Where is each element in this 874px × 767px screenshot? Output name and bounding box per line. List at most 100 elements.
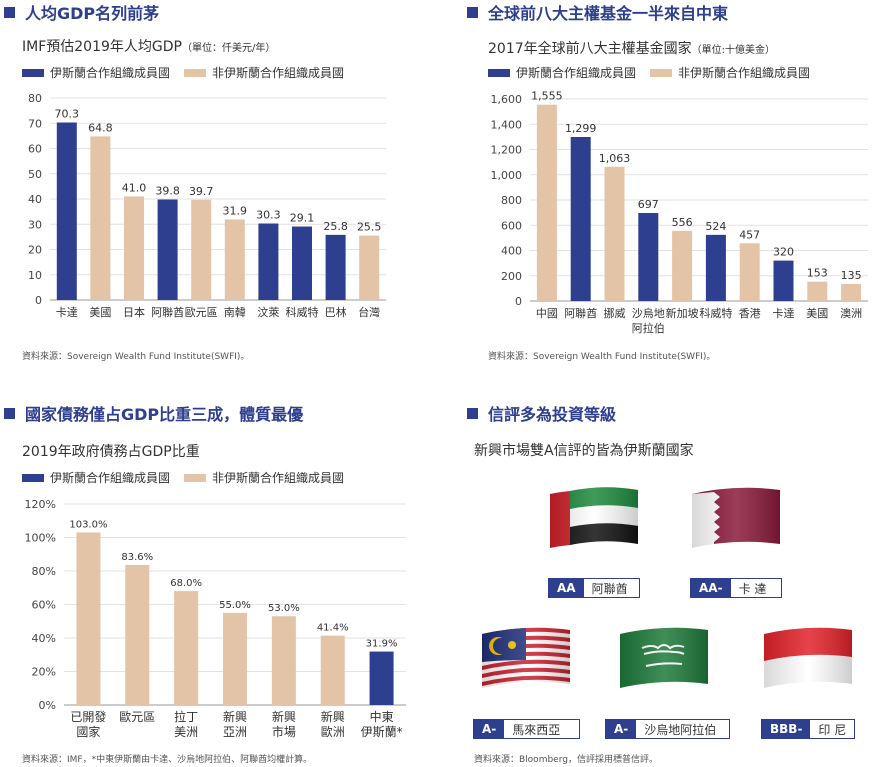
x-tick-label: 伊斯蘭* (361, 725, 403, 739)
x-tick-label: 美國 (806, 307, 828, 320)
bar (369, 651, 394, 705)
x-tick-label: 歐元區 (185, 305, 218, 319)
y-tick-label: 1,200 (491, 144, 523, 157)
data-label: 697 (638, 198, 659, 211)
x-tick-label: 阿聯酋 (564, 306, 597, 320)
x-tick-label: 亞洲 (223, 725, 247, 739)
panel1-subtitle-text: IMF預估2019年人均GDP (22, 39, 182, 55)
x-tick-label: 阿拉伯 (632, 321, 665, 335)
legend-nonmember-swatch (184, 473, 207, 482)
data-label: 25.5 (357, 221, 382, 234)
legend-member-label: 伊斯蘭合作組織成員國 (50, 471, 171, 485)
y-tick-label: 0 (35, 294, 42, 307)
x-tick-label: 汶萊 (257, 305, 279, 319)
x-tick-label: 新興 (223, 709, 247, 724)
panel1-unit: （單位：仟美元/年） (181, 43, 276, 54)
data-label: 53.0% (268, 603, 300, 614)
bar (224, 219, 245, 300)
data-label: 457 (739, 228, 760, 241)
data-label: 39.7 (189, 185, 214, 198)
bar (90, 136, 111, 300)
section-marker-icon (467, 407, 478, 419)
panel2-subtitle-text: 2017年全球前八大主權基金國家 (488, 41, 692, 57)
rating-grade: A- (474, 720, 505, 738)
x-tick-label: 南韓 (224, 306, 246, 319)
y-tick-label: 800 (501, 194, 522, 207)
x-tick-label: 中東 (370, 709, 394, 724)
legend-nonmember-swatch (184, 68, 207, 77)
x-tick-label: 已開發 (70, 709, 106, 724)
data-label: 103.0% (69, 519, 107, 530)
qatar-flag-icon (692, 487, 780, 548)
data-label: 25.8 (323, 220, 348, 233)
bar (841, 283, 862, 301)
x-tick-label: 澳洲 (840, 307, 862, 320)
y-tick-label: 400 (501, 245, 522, 258)
data-label: 39.8 (155, 185, 180, 198)
data-label: 55.0% (219, 600, 251, 611)
y-tick-label: 600 (501, 219, 522, 232)
panel3-title-text: 國家債務僅占GDP比重三成，體質最優 (25, 405, 304, 424)
section-marker-icon (467, 6, 478, 18)
x-tick-label: 新興 (321, 709, 345, 724)
panel1-source: 資料來源：Sovereign Wealth Fund Institute(SWF… (22, 352, 250, 362)
panel2-legend: 伊斯蘭合作組織成員國 非伊斯蘭合作組織成員國 (488, 64, 824, 81)
panel1-title: 人均GDP名列前茅 (4, 0, 159, 24)
y-tick-label: 60% (32, 599, 56, 612)
data-label: 31.9 (223, 204, 248, 217)
rating-grade: AA- (691, 579, 731, 597)
y-tick-label: 100% (25, 532, 56, 545)
panel2-title-text: 全球前八大主權基金一半來自中東 (488, 4, 729, 23)
legend-nonmember-label: 非伊斯蘭合作組織成員國 (212, 471, 345, 485)
y-tick-label: 10 (28, 269, 42, 282)
y-tick-label: 20 (28, 244, 42, 257)
panel2-title: 全球前八大主權基金一半來自中東 (467, 0, 728, 24)
rating-country: 沙烏地阿拉伯 (644, 722, 717, 737)
bar (536, 104, 557, 302)
y-tick-label: 0 (515, 295, 522, 308)
data-label: 29.1 (290, 212, 315, 225)
y-tick-label: 20% (32, 666, 56, 679)
data-label: 1,555 (531, 90, 563, 103)
saudi-flag-icon (620, 627, 708, 688)
x-tick-label: 台灣 (358, 305, 380, 319)
data-label: 64.8 (88, 121, 113, 134)
panel4-subtitle: 新興市場雙A信評的皆為伊斯蘭國家 (474, 443, 694, 459)
bar (672, 230, 693, 301)
legend-member-swatch (22, 473, 44, 482)
data-label: 83.6% (121, 552, 153, 563)
panel1-subtitle: IMF預估2019年人均GDP（單位：仟美元/年） (22, 36, 275, 56)
x-tick-label: 歐元區 (119, 709, 155, 724)
x-tick-label: 阿聯酋 (151, 305, 184, 319)
y-tick-label: 1,600 (491, 93, 523, 106)
rating-badge-malaysia: A- 馬來西亞 (473, 719, 580, 739)
bar (325, 234, 346, 300)
bar (570, 137, 591, 301)
y-tick-label: 1,000 (491, 169, 523, 182)
y-tick-label: 1,400 (491, 118, 523, 131)
bar (638, 213, 659, 301)
bar (320, 635, 345, 705)
x-tick-label: 美洲 (174, 725, 198, 739)
panel2-source: 資料來源：Sovereign Wealth Fund Institute(SWF… (488, 352, 716, 362)
panel3-source: 資料來源：IMF，*中東伊斯蘭由卡達、沙烏地阿拉伯、阿聯酋均權計算。 (22, 755, 313, 765)
data-label: 41.4% (317, 623, 349, 634)
x-tick-label: 香港 (739, 307, 761, 320)
x-tick-label: 卡達 (56, 306, 78, 319)
x-tick-label: 歐洲 (321, 724, 345, 739)
panel2-subtitle: 2017年全球前八大主權基金國家（單位:十億美金） (488, 38, 775, 58)
data-label: 1,299 (565, 122, 597, 135)
bar (604, 166, 625, 301)
x-tick-label: 市場 (272, 724, 296, 739)
x-tick-label: 國家 (76, 724, 100, 739)
legend-member-label: 伊斯蘭合作組織成員國 (516, 66, 637, 80)
bar (292, 226, 312, 300)
rating-country: 卡 達 (738, 581, 767, 596)
data-label: 30.3 (256, 208, 281, 221)
legend-nonmember-label: 非伊斯蘭合作組織成員國 (678, 66, 811, 80)
x-tick-label: 沙烏地 (632, 306, 665, 320)
panel2-chart: 0 200 400 600 800 1,000 1,200 1,400 1,600 1,555 中國… (491, 90, 868, 335)
y-tick-label: 30 (28, 218, 42, 231)
indonesia-flag-icon (764, 627, 852, 688)
